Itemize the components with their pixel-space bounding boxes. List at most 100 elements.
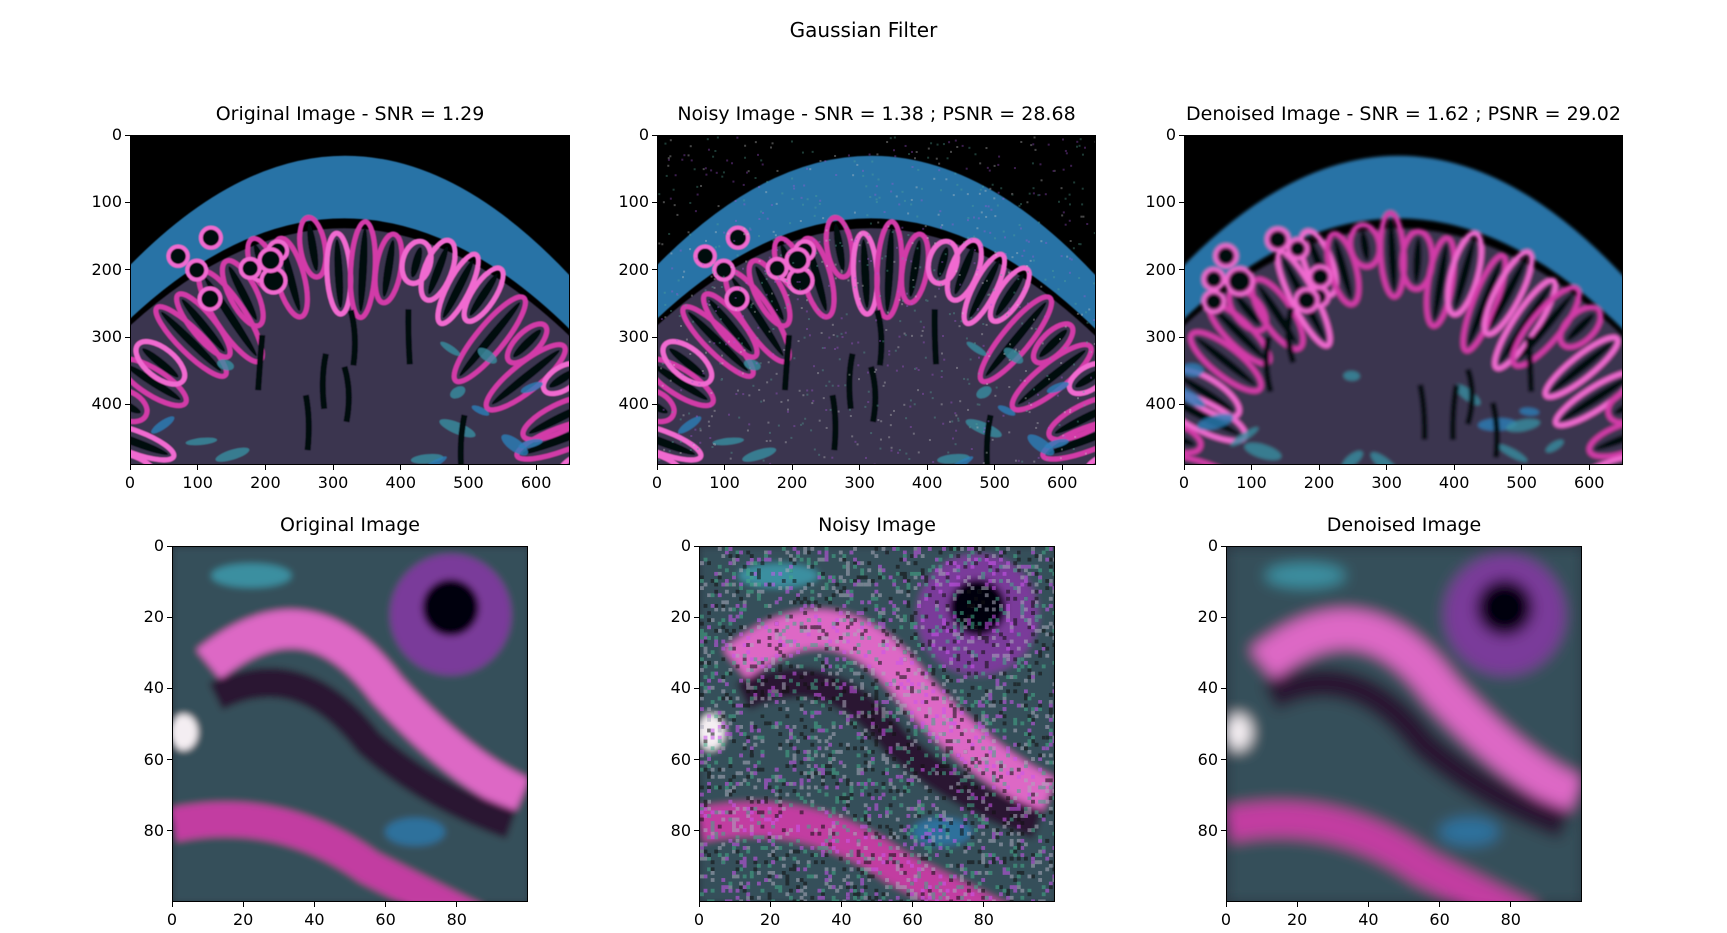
image-axes bbox=[1226, 546, 1582, 902]
x-tick-label: 200 bbox=[250, 473, 281, 492]
x-tick-label: 500 bbox=[979, 473, 1010, 492]
y-tick-label: 0 bbox=[153, 536, 164, 555]
x-tick-label: 100 bbox=[182, 473, 213, 492]
y-tick-mark bbox=[652, 336, 657, 338]
x-tick-label: 200 bbox=[776, 473, 808, 492]
y-tick-mark bbox=[167, 830, 172, 832]
y-tick-mark bbox=[1179, 201, 1184, 203]
x-tick-mark bbox=[242, 902, 244, 907]
subplot-title: Original Image bbox=[280, 514, 420, 536]
y-tick-mark bbox=[652, 134, 657, 136]
x-tick-label: 100 bbox=[1236, 473, 1267, 492]
y-tick-label: 80 bbox=[1197, 820, 1218, 840]
x-tick-mark bbox=[791, 465, 793, 470]
x-tick-mark bbox=[1367, 902, 1369, 907]
subplot-title: Original Image - SNR = 1.29 bbox=[215, 103, 485, 125]
x-tick-mark bbox=[769, 902, 771, 907]
y-tick-mark bbox=[652, 269, 657, 271]
y-tick-mark bbox=[1221, 759, 1226, 761]
x-tick-label: 200 bbox=[1303, 473, 1335, 492]
x-tick-mark bbox=[1386, 465, 1388, 470]
subplot-title: Denoised Image - SNR = 1.62 ; PSNR = 29.… bbox=[1186, 103, 1621, 125]
x-tick-mark bbox=[171, 902, 173, 907]
x-tick-label: 600 bbox=[1046, 473, 1078, 492]
x-tick-mark bbox=[129, 465, 131, 470]
image-raster bbox=[1227, 547, 1581, 901]
x-tick-mark bbox=[912, 902, 914, 907]
y-tick-mark bbox=[1221, 830, 1226, 832]
y-tick-mark bbox=[1179, 403, 1184, 405]
y-tick-mark bbox=[167, 759, 172, 761]
subplot-title: Noisy Image bbox=[818, 514, 936, 536]
y-tick-label: 200 bbox=[91, 259, 122, 279]
x-tick-mark bbox=[1588, 465, 1590, 470]
image-raster bbox=[131, 136, 569, 464]
x-tick-mark bbox=[1251, 465, 1253, 470]
y-tick-mark bbox=[125, 336, 130, 338]
y-tick-label: 400 bbox=[618, 394, 649, 414]
y-tick-label: 400 bbox=[1145, 394, 1176, 414]
x-tick-label: 60 bbox=[375, 910, 396, 929]
x-tick-mark bbox=[332, 465, 334, 470]
x-tick-mark bbox=[385, 902, 387, 907]
x-tick-label: 0 bbox=[651, 473, 663, 492]
y-tick-label: 20 bbox=[1197, 607, 1218, 627]
y-tick-label: 60 bbox=[143, 749, 164, 769]
y-tick-label: 40 bbox=[1197, 678, 1218, 698]
y-tick-label: 300 bbox=[618, 327, 649, 347]
y-tick-label: 0 bbox=[680, 536, 691, 555]
y-tick-label: 100 bbox=[91, 192, 122, 212]
y-tick-label: 80 bbox=[143, 820, 164, 840]
y-tick-label: 60 bbox=[670, 749, 691, 769]
x-tick-mark bbox=[264, 465, 266, 470]
x-tick-label: 40 bbox=[304, 910, 325, 929]
y-tick-mark bbox=[125, 269, 130, 271]
x-tick-label: 400 bbox=[1438, 473, 1470, 492]
x-tick-mark bbox=[1453, 465, 1455, 470]
image-axes bbox=[657, 135, 1096, 465]
x-tick-mark bbox=[1510, 902, 1512, 907]
x-tick-mark bbox=[535, 465, 537, 470]
x-tick-mark bbox=[1439, 902, 1441, 907]
y-tick-mark bbox=[694, 616, 699, 618]
image-axes bbox=[172, 546, 528, 902]
image-raster bbox=[1185, 136, 1622, 464]
x-tick-mark bbox=[994, 465, 996, 470]
x-tick-label: 500 bbox=[1506, 473, 1537, 492]
y-tick-label: 200 bbox=[618, 259, 649, 279]
x-tick-label: 40 bbox=[831, 910, 852, 929]
x-tick-label: 20 bbox=[233, 910, 254, 929]
x-tick-label: 60 bbox=[902, 910, 923, 929]
x-tick-mark bbox=[983, 902, 985, 907]
x-tick-mark bbox=[656, 465, 658, 470]
x-tick-mark bbox=[467, 465, 469, 470]
y-tick-label: 200 bbox=[1145, 259, 1176, 279]
x-tick-mark bbox=[1296, 902, 1298, 907]
x-tick-mark bbox=[698, 902, 700, 907]
x-tick-label: 300 bbox=[844, 473, 875, 492]
y-tick-mark bbox=[1221, 687, 1226, 689]
y-tick-label: 0 bbox=[1165, 125, 1176, 144]
image-axes bbox=[1184, 135, 1623, 465]
x-tick-mark bbox=[1521, 465, 1523, 470]
y-tick-label: 0 bbox=[638, 125, 649, 144]
y-tick-mark bbox=[694, 687, 699, 689]
x-tick-mark bbox=[197, 465, 199, 470]
x-tick-label: 300 bbox=[1371, 473, 1402, 492]
image-raster bbox=[173, 547, 527, 901]
y-tick-label: 400 bbox=[91, 394, 122, 414]
x-tick-mark bbox=[926, 465, 928, 470]
x-tick-mark bbox=[313, 902, 315, 907]
x-tick-mark bbox=[1061, 465, 1063, 470]
y-tick-label: 60 bbox=[1197, 749, 1218, 769]
y-tick-mark bbox=[1179, 134, 1184, 136]
y-tick-label: 20 bbox=[143, 607, 164, 627]
x-tick-label: 300 bbox=[317, 473, 349, 492]
y-tick-mark bbox=[167, 687, 172, 689]
image-raster bbox=[658, 136, 1095, 464]
subplot-title: Denoised Image bbox=[1326, 514, 1482, 536]
figure-suptitle: Gaussian Filter bbox=[789, 18, 938, 42]
y-tick-mark bbox=[694, 759, 699, 761]
image-axes bbox=[699, 546, 1055, 902]
x-tick-mark bbox=[1225, 902, 1227, 907]
